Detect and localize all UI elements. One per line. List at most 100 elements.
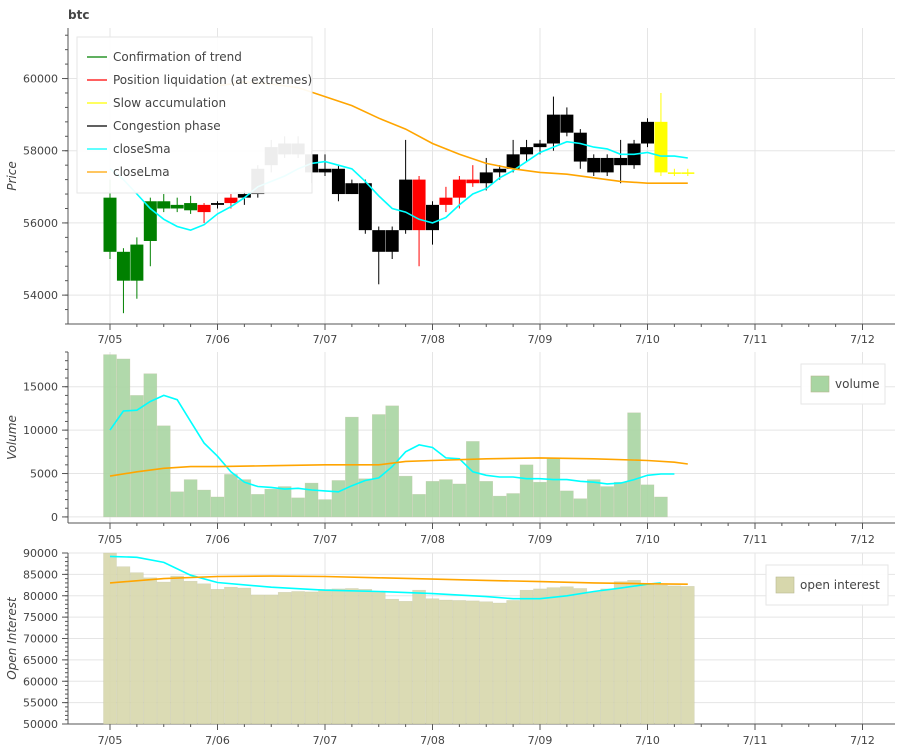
open-interest-bar xyxy=(519,589,534,725)
open-interest-bar xyxy=(560,586,574,725)
volume-bar xyxy=(210,496,225,518)
open-interest-bar xyxy=(224,586,238,725)
x-tick-label: 7/12 xyxy=(850,734,875,747)
volume-bar xyxy=(573,498,588,518)
x-tick-label: 7/08 xyxy=(420,533,445,546)
candle-body xyxy=(237,194,251,198)
legend-label: Position liquidation (at extremes) xyxy=(113,73,312,87)
candle-body xyxy=(130,244,144,281)
open-interest-bar xyxy=(439,599,453,725)
x-tick-label: 7/05 xyxy=(98,734,123,747)
closeSma-line xyxy=(109,140,688,231)
closeLma-line xyxy=(109,575,688,585)
volume-bar xyxy=(358,478,373,518)
candle-body xyxy=(331,168,345,195)
chart-title: btc xyxy=(68,8,89,22)
candle-body xyxy=(452,179,466,198)
candle-body xyxy=(170,204,184,209)
candle-body xyxy=(533,143,547,148)
volume-bar xyxy=(533,481,547,518)
open-interest-bar xyxy=(304,591,319,725)
legend-label: Confirmation of trend xyxy=(113,50,242,64)
open-interest-bar xyxy=(573,588,588,725)
y-tick-label: 65000 xyxy=(23,654,58,667)
y-tick-label: 75000 xyxy=(23,611,58,624)
x-tick-label: 7/07 xyxy=(313,333,338,346)
candle-body xyxy=(184,203,198,211)
open-interest-bar xyxy=(681,586,695,725)
volume-bar xyxy=(466,441,480,518)
open-interest-bar xyxy=(331,588,346,725)
open-interest-bar xyxy=(157,581,171,725)
x-tick-label: 7/10 xyxy=(635,333,660,346)
y-tick-label: 15000 xyxy=(23,381,58,394)
open-interest-bar xyxy=(210,589,225,725)
candle-body xyxy=(560,114,574,133)
volume-bar xyxy=(304,482,319,518)
volume-bar xyxy=(143,373,158,518)
open-interest-bar xyxy=(291,591,305,725)
open-interest-bar xyxy=(197,583,211,725)
volume-bar xyxy=(519,464,534,518)
open-interest-bar xyxy=(358,589,373,725)
open-interest-bar xyxy=(479,601,493,725)
open-interest-bar xyxy=(654,584,668,725)
open-interest-bar xyxy=(103,552,117,725)
candle-body xyxy=(197,204,211,213)
candle-body xyxy=(600,157,614,173)
volume-bar xyxy=(479,481,493,518)
x-tick-label: 7/11 xyxy=(743,734,768,747)
candle-body xyxy=(385,230,399,252)
x-tick-label: 7/06 xyxy=(205,333,230,346)
volume-bar xyxy=(560,490,574,518)
volume-bar xyxy=(224,474,238,518)
x-tick-label: 7/09 xyxy=(528,734,553,747)
volume-bar xyxy=(183,479,198,518)
volume-bar xyxy=(654,496,668,518)
open-interest-bar xyxy=(264,594,278,725)
volume-bar xyxy=(277,486,292,518)
candle-body xyxy=(372,230,386,252)
x-tick-label: 7/05 xyxy=(98,333,123,346)
open-interest-bar xyxy=(425,598,440,725)
y-axis-label: Open Interest xyxy=(5,596,19,680)
x-tick-label: 7/12 xyxy=(850,533,875,546)
y-tick-label: 0 xyxy=(51,511,58,524)
volume-bar xyxy=(103,354,117,518)
open-interest-bar xyxy=(318,589,332,725)
open-interest-bar xyxy=(251,594,265,725)
volume-bar xyxy=(130,395,144,518)
volume-bar xyxy=(318,499,332,518)
candle-body xyxy=(143,201,157,241)
y-tick-label: 80000 xyxy=(23,590,58,603)
candle-body xyxy=(157,201,171,209)
legend-label: closeSma xyxy=(113,142,171,156)
x-tick-label: 7/07 xyxy=(313,533,338,546)
open-interest-bar xyxy=(130,572,144,725)
x-tick-label: 7/06 xyxy=(205,533,230,546)
candle-body xyxy=(103,197,117,252)
candle-body xyxy=(587,157,601,173)
volume-bar xyxy=(425,481,440,518)
x-tick-label: 7/09 xyxy=(528,533,553,546)
open-interest-bar xyxy=(600,588,614,725)
volume-bar xyxy=(116,358,131,518)
open-interest-bar xyxy=(627,580,641,725)
candle-body xyxy=(546,114,560,144)
legend-label: Slow accumulation xyxy=(113,96,226,110)
y-tick-label: 70000 xyxy=(23,633,58,646)
candle-body xyxy=(573,132,587,162)
candle-body xyxy=(520,147,534,155)
closeSma-line xyxy=(109,394,675,493)
volume-bar xyxy=(264,488,278,518)
closeSma-line xyxy=(109,555,661,600)
open-interest-bar xyxy=(492,602,507,725)
candle-body xyxy=(345,183,359,195)
volume-bar xyxy=(372,414,386,518)
x-tick-label: 7/11 xyxy=(743,533,768,546)
x-tick-label: 7/08 xyxy=(420,333,445,346)
y-tick-label: 56000 xyxy=(23,217,58,230)
volume-bar xyxy=(251,494,265,518)
legend-label: volume xyxy=(835,377,879,391)
x-tick-label: 7/09 xyxy=(528,333,553,346)
